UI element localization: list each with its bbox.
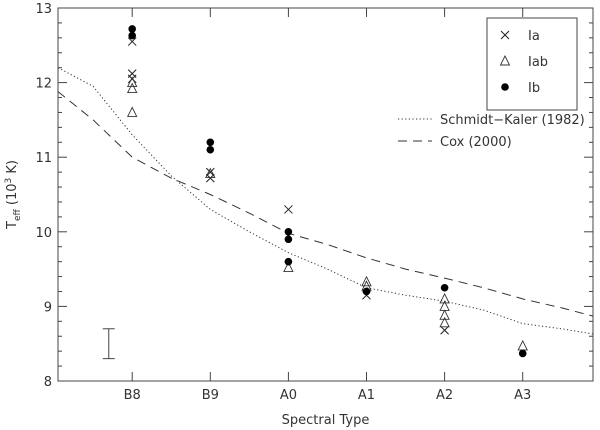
cox-curve (57, 91, 594, 317)
point-triangle (439, 292, 450, 304)
legend-curve-label: Cox (2000) (440, 135, 512, 150)
point-dot (128, 25, 136, 33)
point-dot (284, 235, 293, 244)
plot-frame (57, 7, 594, 382)
cross-stroke (127, 37, 137, 46)
point-cross (127, 74, 137, 84)
model-curves (57, 67, 594, 335)
point-triangle (283, 261, 294, 273)
point-triangle (361, 275, 372, 287)
x-tick-label: A1 (358, 388, 375, 403)
legend-marker-triangle (499, 54, 511, 66)
cross-stroke (500, 30, 510, 40)
cross-stroke (440, 325, 449, 335)
point-dot (284, 228, 293, 236)
point-triangle (126, 82, 138, 94)
y-axis-label: Teff (103 K) (4, 160, 23, 230)
y-label-main: T (5, 221, 20, 230)
point-dot (284, 257, 293, 266)
y-label-pre: (10 (5, 184, 20, 210)
legend-label: Ia (528, 29, 540, 44)
point-cross (127, 37, 137, 46)
curve-legend: Schmidt−Kaler (1982) Cox (2000) (398, 113, 585, 150)
legend-label: Ib (528, 81, 540, 96)
y-tick-label: 10 (35, 226, 52, 241)
tick-labels: 8 9 10 11 12 13 B8 B9 A0 A1 A2 A3 (35, 2, 531, 403)
y-tick-label: 12 (35, 77, 52, 92)
legend-label: Iab (528, 55, 548, 70)
x-tick-label: B9 (202, 388, 219, 403)
point-dot (128, 31, 136, 40)
y-label-sub: eff (13, 208, 23, 221)
point-dot (362, 287, 371, 296)
x-tick-label: A3 (514, 388, 531, 403)
point-cross (205, 173, 215, 183)
point-triangle (439, 309, 450, 320)
point-triangle (517, 339, 528, 351)
cross-stroke (205, 173, 215, 183)
point-triangle (126, 106, 138, 117)
marker-legend: Ia Iab Ib (486, 17, 578, 111)
data-points (126, 25, 528, 358)
point-triangle (439, 316, 450, 328)
cross-stroke (127, 74, 137, 84)
legend-marker-cross (500, 30, 510, 40)
y-tick-label: 13 (35, 2, 52, 17)
y-label-post: K) (5, 160, 20, 178)
y-tick-label: 11 (35, 151, 52, 166)
x-tick-label: A2 (436, 388, 453, 403)
x-tick-label: B8 (124, 388, 141, 403)
point-dot (518, 349, 527, 358)
y-tick-label: 9 (44, 300, 52, 315)
point-dot (206, 145, 215, 154)
axes (57, 7, 594, 382)
legend-curve-label: Schmidt−Kaler (1982) (440, 113, 585, 128)
point-dot (206, 138, 215, 147)
y-tick-label: 8 (44, 375, 52, 390)
legend-frame (486, 17, 578, 111)
point-cross (440, 325, 449, 335)
point-cross (284, 205, 293, 214)
error-bar (102, 328, 115, 360)
point-triangle (126, 76, 138, 88)
x-axis-label: Spectral Type (282, 413, 370, 428)
point-triangle (205, 167, 216, 179)
x-tick-label: A0 (280, 388, 297, 403)
cross-stroke (284, 205, 293, 214)
legend-marker-dot (501, 83, 509, 91)
point-dot (440, 283, 449, 292)
y-label-sup: 3 (4, 178, 14, 184)
